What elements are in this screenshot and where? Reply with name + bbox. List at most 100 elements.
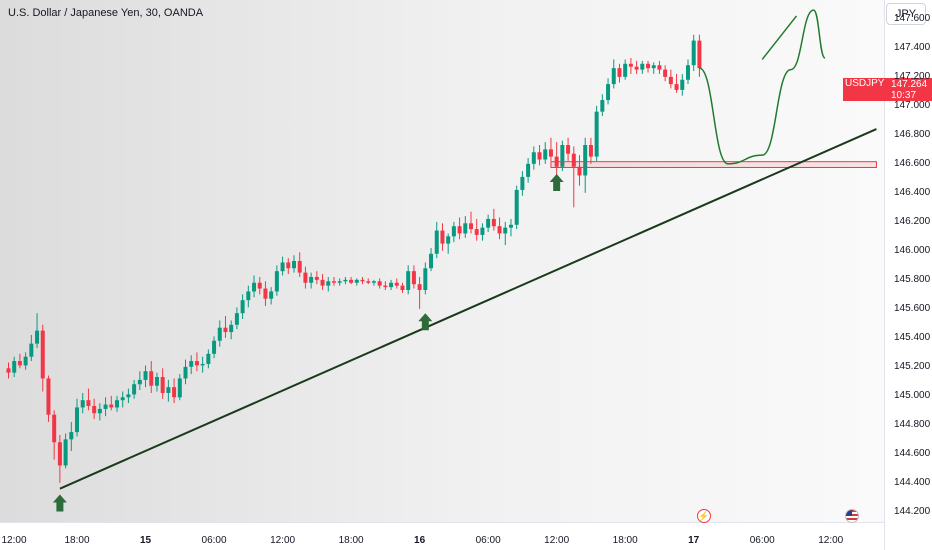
candle[interactable] — [166, 379, 171, 402]
candle[interactable] — [486, 214, 491, 232]
candle[interactable] — [657, 60, 662, 74]
candle[interactable] — [6, 362, 11, 379]
candle[interactable] — [154, 372, 159, 392]
candle[interactable] — [97, 403, 102, 421]
candle[interactable] — [320, 274, 325, 290]
candle[interactable] — [326, 276, 331, 292]
candle[interactable] — [497, 217, 502, 240]
projection-segment[interactable] — [761, 15, 798, 60]
candle[interactable] — [617, 63, 622, 83]
candle[interactable] — [406, 265, 411, 295]
candle[interactable] — [217, 320, 222, 347]
candle[interactable] — [566, 137, 571, 161]
candle[interactable] — [571, 146, 576, 208]
support-zone[interactable] — [550, 161, 877, 168]
candle[interactable] — [189, 355, 194, 375]
candle[interactable] — [160, 368, 165, 399]
candle[interactable] — [366, 278, 371, 285]
candle[interactable] — [200, 356, 205, 373]
candle[interactable] — [514, 185, 519, 230]
up-arrow-marker[interactable] — [52, 494, 67, 512]
candle[interactable] — [114, 395, 119, 412]
candle[interactable] — [17, 353, 22, 369]
candle[interactable] — [560, 140, 565, 172]
candle[interactable] — [594, 105, 599, 161]
candle[interactable] — [697, 34, 702, 77]
candle[interactable] — [137, 371, 142, 391]
candle[interactable] — [120, 391, 125, 408]
candle[interactable] — [417, 276, 422, 309]
candle[interactable] — [663, 65, 668, 82]
candle[interactable] — [349, 276, 354, 285]
candle[interactable] — [429, 247, 434, 272]
candle[interactable] — [109, 395, 114, 411]
candle[interactable] — [246, 285, 251, 308]
candle[interactable] — [194, 352, 199, 372]
candle[interactable] — [206, 349, 211, 369]
candle[interactable] — [691, 34, 696, 72]
candle[interactable] — [143, 365, 148, 388]
candle[interactable] — [628, 58, 633, 74]
candle[interactable] — [548, 137, 553, 161]
candle[interactable] — [343, 276, 348, 285]
candle[interactable] — [680, 73, 685, 96]
candle[interactable] — [491, 208, 496, 231]
candle[interactable] — [234, 307, 239, 330]
candle[interactable] — [252, 275, 257, 298]
candle[interactable] — [52, 410, 57, 460]
candle[interactable] — [35, 313, 40, 348]
candle[interactable] — [440, 223, 445, 251]
candle[interactable] — [177, 374, 182, 401]
candle[interactable] — [63, 433, 68, 469]
candle[interactable] — [29, 334, 34, 362]
candle[interactable] — [434, 221, 439, 259]
us-flag-icon[interactable] — [845, 509, 859, 523]
trendline[interactable] — [59, 128, 877, 490]
candle[interactable] — [223, 316, 228, 338]
candle[interactable] — [394, 278, 399, 289]
candle[interactable] — [286, 258, 291, 275]
candle[interactable] — [606, 78, 611, 105]
candle[interactable] — [149, 361, 154, 393]
candle[interactable] — [75, 398, 80, 437]
candle[interactable] — [480, 223, 485, 241]
candle[interactable] — [446, 233, 451, 254]
candle[interactable] — [229, 320, 234, 340]
candle[interactable] — [40, 324, 45, 392]
candle[interactable] — [531, 146, 536, 170]
candle[interactable] — [314, 271, 319, 285]
candle[interactable] — [23, 352, 28, 370]
candle[interactable] — [337, 278, 342, 286]
candle[interactable] — [103, 397, 108, 417]
candle[interactable] — [457, 217, 462, 240]
candle[interactable] — [543, 142, 548, 164]
candle[interactable] — [469, 211, 474, 234]
candle[interactable] — [240, 294, 245, 319]
candle[interactable] — [303, 266, 308, 289]
candle[interactable] — [257, 276, 262, 295]
candle[interactable] — [646, 60, 651, 73]
candle[interactable] — [685, 59, 690, 85]
candle[interactable] — [400, 282, 405, 293]
candle[interactable] — [57, 435, 62, 483]
candle[interactable] — [383, 281, 388, 290]
candle[interactable] — [269, 287, 274, 305]
candle[interactable] — [674, 73, 679, 93]
candle[interactable] — [463, 216, 468, 238]
candle[interactable] — [371, 279, 376, 286]
candle[interactable] — [92, 398, 97, 420]
candle[interactable] — [537, 145, 542, 166]
candle[interactable] — [668, 69, 673, 89]
candle[interactable] — [309, 272, 314, 289]
candle[interactable] — [651, 62, 656, 74]
candle[interactable] — [423, 262, 428, 295]
candle[interactable] — [80, 392, 85, 414]
candle[interactable] — [12, 356, 17, 377]
candle[interactable] — [583, 137, 588, 193]
candle[interactable] — [634, 60, 639, 74]
candle[interactable] — [588, 137, 593, 164]
candle[interactable] — [354, 278, 359, 286]
candle[interactable] — [292, 255, 296, 273]
